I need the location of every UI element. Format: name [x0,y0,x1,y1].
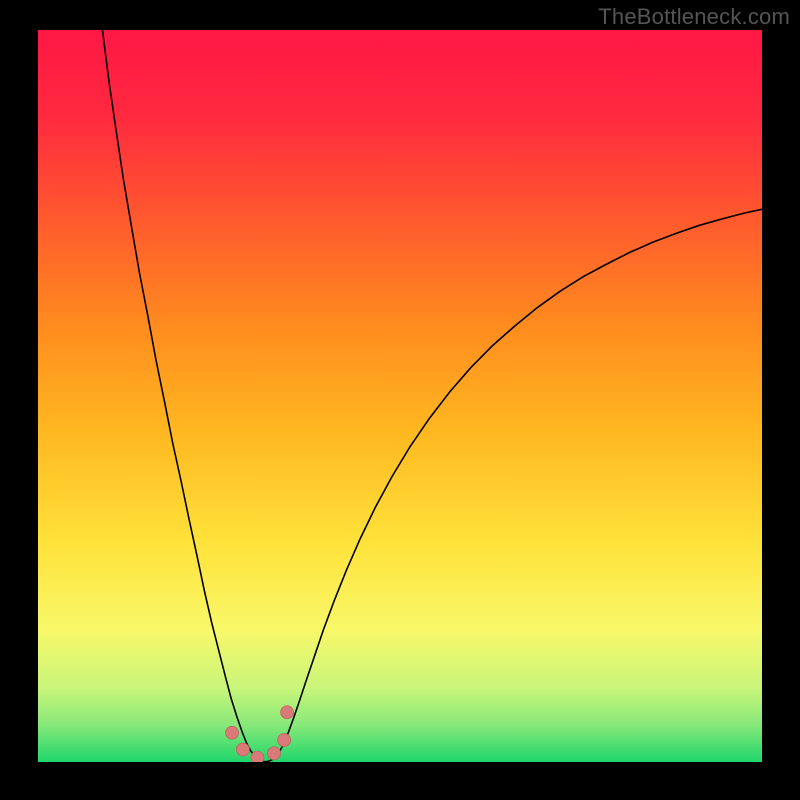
curve-marker [268,747,281,760]
chart-container: TheBottleneck.com [0,0,800,800]
curve-marker [281,706,294,719]
watermark-text: TheBottleneck.com [598,4,790,30]
curve-marker [236,743,249,756]
curve-marker [226,726,239,739]
curve-marker [251,751,264,764]
curve-plot [0,0,800,800]
curve-marker [278,734,291,747]
plot-background [38,30,762,762]
